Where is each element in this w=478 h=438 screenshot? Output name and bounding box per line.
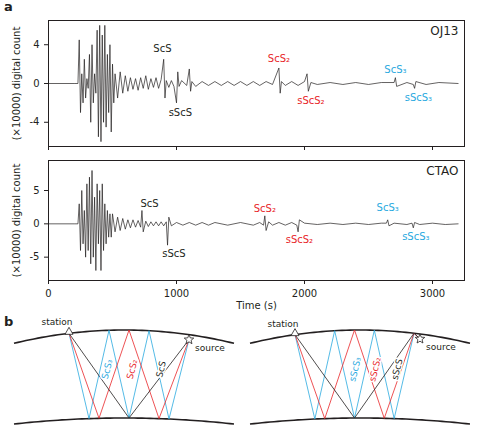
svg-text:ScS₃: ScS₃	[377, 202, 399, 213]
svg-text:0: 0	[33, 218, 39, 229]
html-text:a: a	[4, 0, 13, 14]
svg-text:1000: 1000	[164, 288, 189, 299]
svg-text:sScS: sScS	[162, 248, 185, 259]
svg-text:ScS₂: ScS₂	[268, 53, 290, 64]
svg-text:ScS: ScS	[141, 198, 159, 209]
svg-text:2000: 2000	[292, 288, 317, 299]
svg-text:source: source	[195, 343, 225, 353]
svg-text:sScS: sScS	[390, 358, 405, 381]
svg-text:b: b	[4, 314, 13, 329]
svg-text:ScS: ScS	[154, 360, 168, 379]
svg-text:ScS₃: ScS₃	[100, 358, 115, 380]
svg-text:0: 0	[33, 78, 39, 89]
svg-text:sScS₂: sScS₂	[367, 356, 383, 383]
svg-text:ScS: ScS	[153, 43, 171, 54]
svg-text:(×10000) digital count: (×10000) digital count	[11, 164, 22, 278]
svg-text:sScS₃: sScS₃	[405, 92, 432, 103]
svg-text:sScS: sScS	[169, 107, 192, 118]
svg-text:ScS₂: ScS₂	[254, 203, 276, 214]
svg-text:-4: -4	[30, 116, 40, 127]
svg-text:ScS₃: ScS₃	[384, 64, 406, 75]
svg-text:source: source	[426, 342, 456, 352]
svg-text:0: 0	[45, 288, 51, 299]
svg-text:-5: -5	[30, 251, 40, 262]
svg-text:(×10000) digital count: (×10000) digital count	[11, 27, 22, 141]
svg-text:sScS₃: sScS₃	[402, 231, 429, 242]
svg-text:sScS₃: sScS₃	[347, 356, 363, 383]
svg-text:CTAO: CTAO	[426, 164, 458, 178]
svg-text:ScS₂: ScS₂	[125, 358, 140, 380]
svg-text:station: station	[268, 319, 299, 329]
svg-text:sScS₂: sScS₂	[286, 234, 313, 245]
svg-text:sScS₂: sScS₂	[297, 95, 324, 106]
svg-text:station: station	[42, 317, 73, 327]
svg-text:Time (s): Time (s)	[235, 300, 277, 311]
svg-text:4: 4	[33, 39, 39, 50]
svg-text:5: 5	[33, 185, 39, 196]
svg-text:OJ13: OJ13	[430, 24, 458, 38]
svg-text:3000: 3000	[420, 288, 445, 299]
